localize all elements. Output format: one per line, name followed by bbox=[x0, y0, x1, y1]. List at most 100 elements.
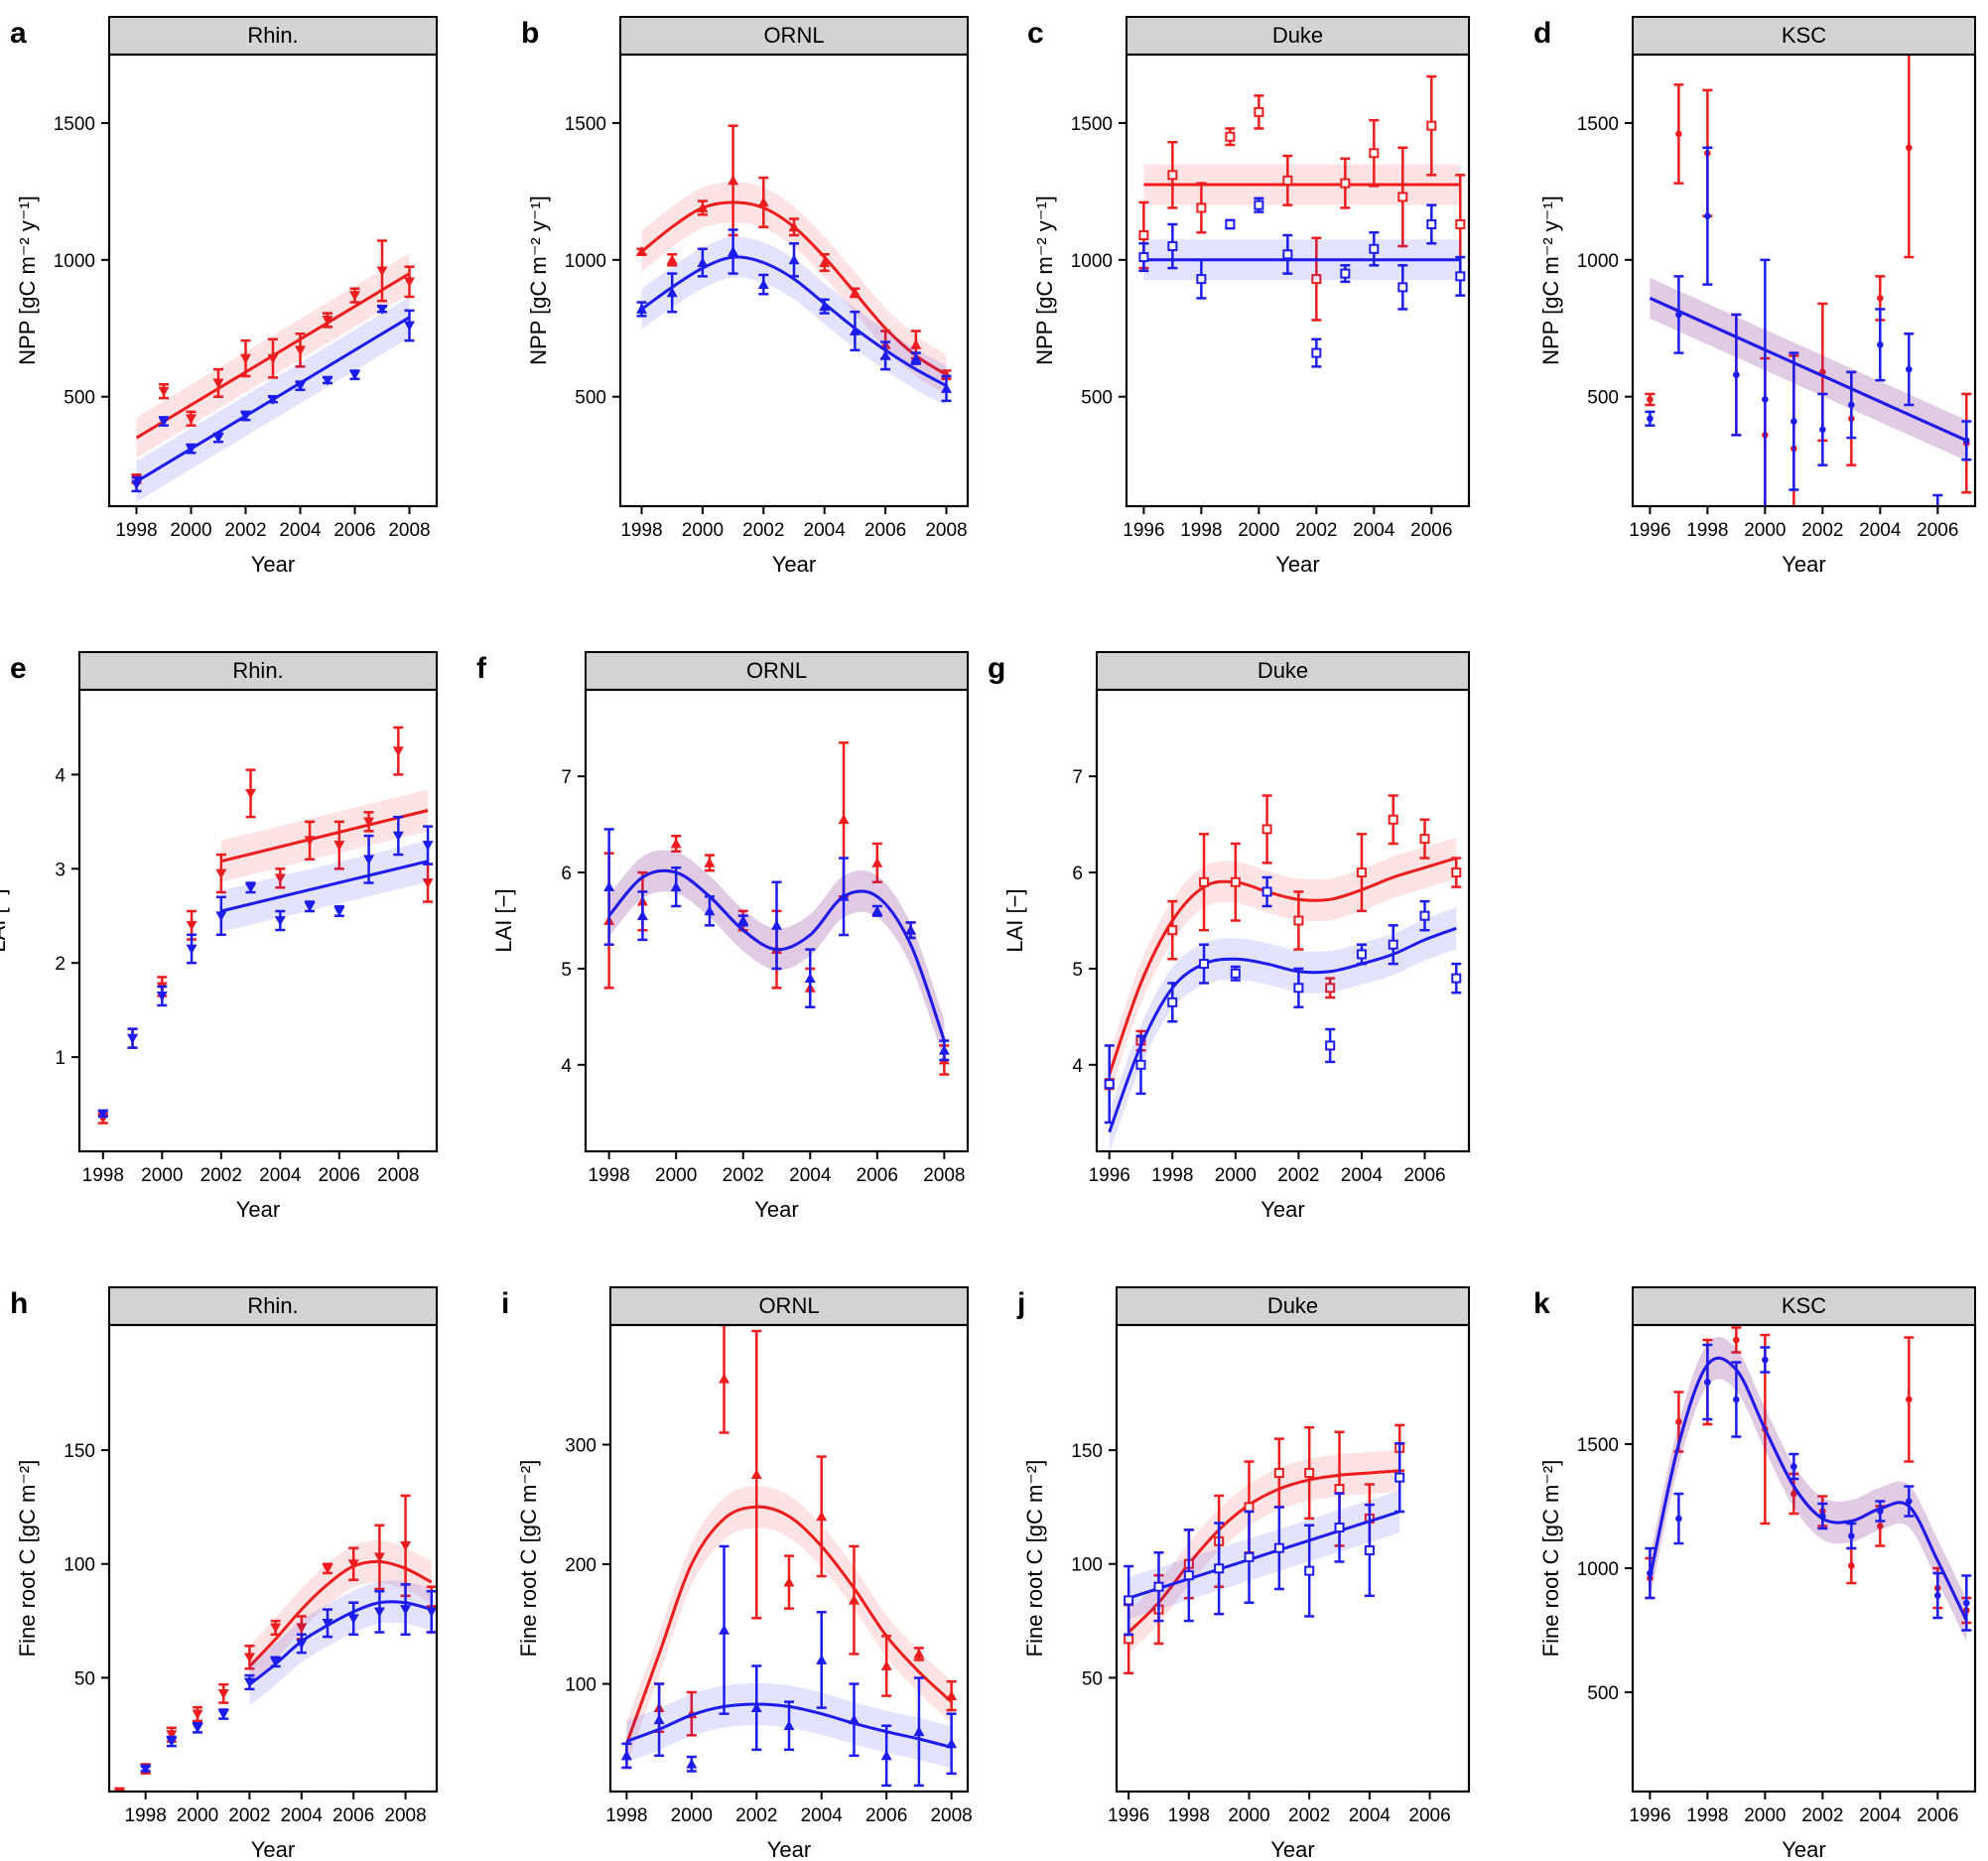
x-tick-label: 2002 bbox=[1288, 1805, 1330, 1826]
data-point bbox=[212, 378, 224, 389]
y-tick-label: 1500 bbox=[1577, 114, 1619, 135]
data-point bbox=[1124, 1634, 1134, 1645]
x-tick-label: 1998 bbox=[82, 1165, 124, 1186]
x-tick-label: 2002 bbox=[224, 520, 266, 541]
series-elevated bbox=[620, 1325, 958, 1770]
y-axis-title: NPP [gC m⁻² y⁻¹] bbox=[15, 196, 40, 365]
fit-line-ambient bbox=[607, 868, 946, 1042]
y-axis-title: Fine root C [gC m⁻²] bbox=[15, 1460, 40, 1658]
plot-frame bbox=[107, 1323, 439, 1794]
data-point bbox=[910, 338, 922, 349]
x-tick-label: 2004 bbox=[1349, 1805, 1392, 1826]
series-ambient bbox=[1645, 1337, 1972, 1642]
x-tick-label: 2000 bbox=[170, 520, 211, 541]
data-point bbox=[719, 1373, 730, 1384]
x-axis-title: Year bbox=[1782, 552, 1825, 577]
ci-band-ambient bbox=[1650, 1337, 1967, 1642]
data-point bbox=[913, 1648, 925, 1659]
data-point bbox=[1104, 1079, 1115, 1090]
data-point bbox=[127, 1033, 139, 1044]
series-elevated bbox=[1138, 74, 1466, 322]
strip-header bbox=[108, 16, 438, 56]
x-tick-label: 2002 bbox=[1295, 520, 1337, 541]
strip-header bbox=[1632, 1286, 1976, 1326]
x-tick-label: 1998 bbox=[588, 1165, 629, 1186]
data-point bbox=[267, 395, 279, 405]
plot-area bbox=[113, 1494, 437, 1792]
data-point bbox=[816, 1654, 828, 1664]
data-point bbox=[1394, 1472, 1405, 1483]
data-point bbox=[1364, 1544, 1375, 1555]
x-tick-label: 2002 bbox=[1801, 1805, 1843, 1826]
strip-header bbox=[1632, 16, 1976, 56]
data-point bbox=[946, 1690, 958, 1700]
panel-g: g Duke 1996 1998 2000 2002 2004 2006 4 5 6 7 Year LAI… bbox=[988, 651, 1471, 1222]
x-tick-label: 1998 bbox=[1180, 520, 1222, 541]
data-point bbox=[404, 277, 415, 288]
data-point bbox=[270, 1657, 282, 1667]
data-point bbox=[392, 831, 404, 842]
series-ambient bbox=[603, 828, 950, 1062]
y-tick-label: 2 bbox=[55, 954, 66, 975]
data-point bbox=[1455, 271, 1466, 282]
y-tick-label: 500 bbox=[1587, 1683, 1619, 1704]
y-tick-label: 300 bbox=[565, 1436, 596, 1457]
data-point bbox=[304, 901, 316, 912]
data-point bbox=[1225, 131, 1236, 142]
data-point bbox=[1334, 1523, 1345, 1533]
data-point bbox=[788, 221, 800, 232]
x-tick-label: 2002 bbox=[1277, 1165, 1319, 1186]
x-tick-label: 1998 bbox=[125, 1805, 167, 1826]
panel-letter: d bbox=[1533, 17, 1551, 50]
data-point bbox=[1282, 175, 1293, 186]
fit-line-elevated bbox=[624, 1505, 953, 1745]
x-tick-label: 2004 bbox=[1341, 1165, 1384, 1186]
y-tick-label: 500 bbox=[64, 388, 95, 409]
plot-area bbox=[620, 1325, 958, 1788]
data-point bbox=[938, 1044, 950, 1055]
data-point bbox=[1199, 876, 1210, 887]
x-tick-label: 2006 bbox=[857, 1165, 898, 1186]
fit-line-ambient bbox=[1649, 297, 1967, 443]
y-tick-label: 500 bbox=[1081, 388, 1113, 409]
data-point bbox=[1340, 178, 1351, 189]
data-point bbox=[426, 1607, 437, 1618]
series-elevated bbox=[131, 239, 415, 484]
data-point bbox=[848, 1594, 860, 1605]
data-point bbox=[1261, 886, 1272, 897]
fit-line-elevated bbox=[1108, 857, 1457, 1075]
ci-band-elevated bbox=[1650, 1337, 1967, 1642]
x-tick-label: 2000 bbox=[1215, 1165, 1257, 1186]
y-axis-title: LAI [−] bbox=[491, 888, 516, 952]
y-tick-label: 200 bbox=[565, 1555, 596, 1576]
x-tick-label: 1998 bbox=[115, 520, 157, 541]
data-point bbox=[1214, 1563, 1225, 1574]
data-point bbox=[97, 1109, 109, 1120]
data-point bbox=[1388, 939, 1398, 950]
x-tick-label: 1996 bbox=[1629, 520, 1670, 541]
x-tick-label: 2006 bbox=[1410, 520, 1452, 541]
panel-a: a Rhin. 1998 2000 2002 2004 2006 2008 500 1000 150… bbox=[10, 16, 439, 577]
data-point bbox=[1397, 192, 1408, 202]
data-point bbox=[635, 246, 647, 256]
panel-f: f ORNL 1998 2000 2002 2004 2006 2008 4 5 6 7 Year LAI… bbox=[476, 651, 970, 1222]
data-point bbox=[880, 1660, 892, 1670]
data-point bbox=[1135, 1059, 1146, 1070]
data-point bbox=[400, 1540, 412, 1551]
series-ambient bbox=[1104, 875, 1462, 1151]
data-point bbox=[1733, 1336, 1740, 1344]
data-point bbox=[1244, 1502, 1255, 1513]
x-axis-title: Year bbox=[1275, 552, 1319, 577]
data-point bbox=[704, 857, 716, 867]
data-point bbox=[240, 411, 251, 422]
panel-b: b ORNL 1998 2000 2002 2004 2006 2008 500 1000 1500… bbox=[521, 16, 970, 577]
series-elevated bbox=[635, 124, 953, 396]
data-point bbox=[603, 881, 615, 891]
data-point bbox=[1426, 218, 1437, 229]
plot-area bbox=[131, 239, 415, 502]
data-point bbox=[1340, 268, 1351, 279]
data-point bbox=[750, 1702, 762, 1713]
x-tick-label: 1998 bbox=[620, 520, 662, 541]
data-point bbox=[1906, 365, 1913, 373]
plot-area bbox=[97, 726, 434, 1125]
